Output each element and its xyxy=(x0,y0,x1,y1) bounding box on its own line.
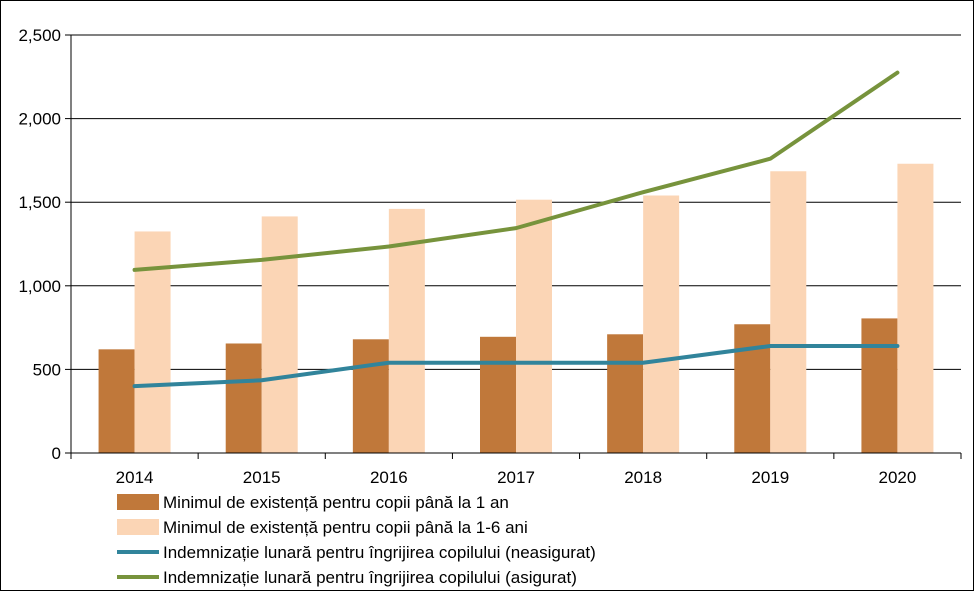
legend: Minimul de existență pentru copii până l… xyxy=(117,493,596,587)
bar-under1-2014 xyxy=(99,349,135,453)
bar-under1-2017 xyxy=(480,337,516,453)
y-tick-label: 1,000 xyxy=(18,277,61,296)
legend-swatch xyxy=(117,519,159,535)
x-tick-label: 2018 xyxy=(624,468,662,487)
bar-under1-2018 xyxy=(607,334,643,453)
bar-age1to6-2018 xyxy=(643,196,679,453)
y-tick-label: 0 xyxy=(52,444,61,463)
y-tick-label: 1,500 xyxy=(18,193,61,212)
x-axis: 2014 2015 2016 2017 2018 2019 2020 xyxy=(71,453,961,487)
x-tick-label: 2016 xyxy=(370,468,408,487)
y-axis: 0 500 1,000 1,500 2,000 2,500 xyxy=(18,26,71,463)
legend-label: Minimul de existență pentru copii până l… xyxy=(163,493,509,512)
y-tick-label: 2,000 xyxy=(18,110,61,129)
x-tick-label: 2019 xyxy=(751,468,789,487)
x-tick-label: 2015 xyxy=(243,468,281,487)
bar-age1to6-2014 xyxy=(135,231,171,453)
legend-label: Minimul de existență pentru copii până l… xyxy=(163,518,528,537)
x-tick-label: 2017 xyxy=(497,468,535,487)
legend-label: Indemnizație lunară pentru îngrijirea co… xyxy=(163,568,577,587)
bar-age1to6-2015 xyxy=(262,216,298,453)
bar-under1-2020 xyxy=(861,318,897,453)
legend-label: Indemnizație lunară pentru îngrijirea co… xyxy=(163,543,596,562)
x-tick-label: 2014 xyxy=(116,468,154,487)
legend-swatch xyxy=(117,494,159,510)
bars-group xyxy=(99,164,934,453)
y-tick-label: 2,500 xyxy=(18,26,61,45)
bar-age1to6-2017 xyxy=(516,200,552,453)
bar-age1to6-2019 xyxy=(770,171,806,453)
bar-under1-2016 xyxy=(353,339,389,453)
y-tick-label: 500 xyxy=(33,360,61,379)
bar-under1-2019 xyxy=(734,324,770,453)
x-tick-label: 2020 xyxy=(879,468,917,487)
bar-age1to6-2020 xyxy=(897,164,933,453)
bar-under1-2015 xyxy=(226,343,262,453)
